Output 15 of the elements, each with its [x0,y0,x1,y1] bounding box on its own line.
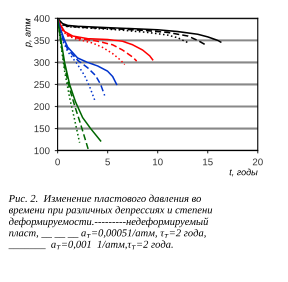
y-tick-label: 300 [34,59,50,66]
x-tick-label: 5 [105,158,110,166]
x-axis-title: t, годы [230,168,258,176]
x-tick-label: 10 [153,158,163,166]
y-axis-title: p, атм [26,18,32,48]
x-tick-label: 20 [252,158,263,166]
x-tick-label: 15 [203,158,213,166]
text: Рис. 2. Изменение пластового давления во времени при различных депрессиях и степени деформируемости.---------недеформируемый пласт, __ __ __ a$_{т}$=0,00051/атм, τ$_{т}$=2 года, _______ a$_{т}$=0,001 1/атм,τ$_{т}$=2 года. [8,194,212,250]
y-tick-label: 200 [34,103,50,110]
x-tick-label: 0 [55,158,60,166]
y-tick-label: 350 [34,37,50,44]
y-tick-label: 250 [34,81,50,88]
y-tick-label: 100 [34,147,50,154]
y-tick-label: 400 [34,15,50,22]
y-tick-label: 150 [34,125,50,132]
